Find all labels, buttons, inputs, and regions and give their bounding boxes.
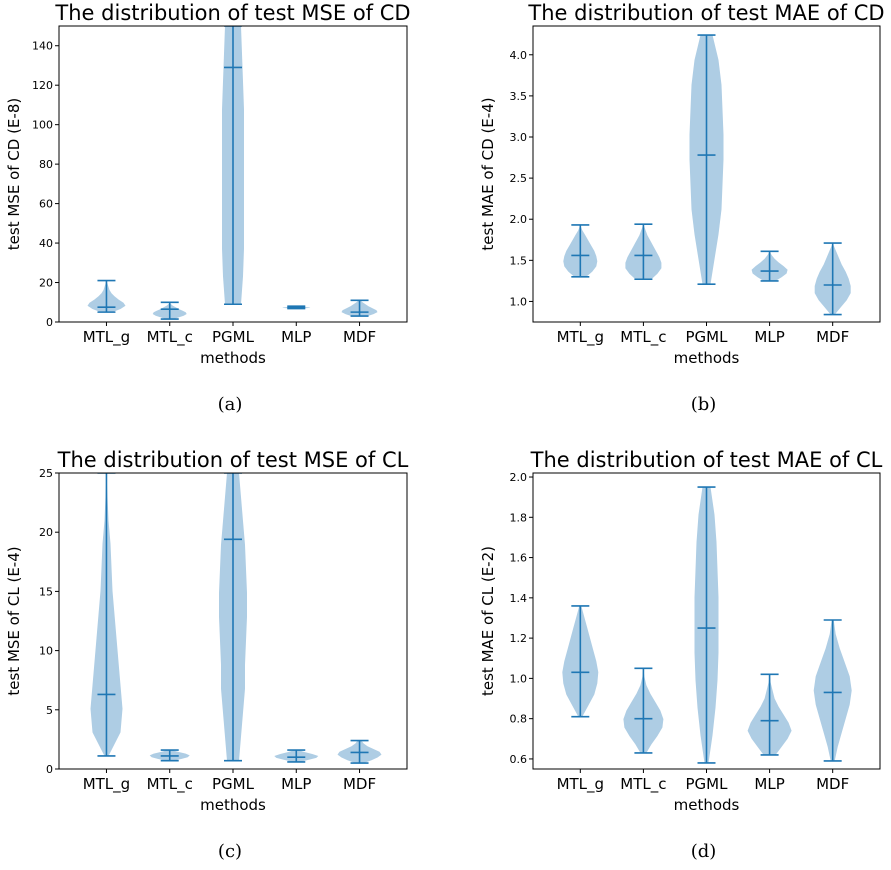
figure-caption: (c) bbox=[218, 841, 242, 862]
y-tick-label: 1.5 bbox=[510, 254, 528, 267]
figure-caption: (d) bbox=[691, 841, 717, 862]
x-tick-label: MTL_g bbox=[557, 328, 604, 347]
y-tick-label: 1.0 bbox=[510, 295, 528, 308]
y-tick-label: 20 bbox=[39, 526, 53, 539]
y-tick-label: 0.6 bbox=[510, 753, 528, 766]
x-tick-label: MLP bbox=[281, 328, 311, 346]
plot-area bbox=[90, 473, 382, 764]
chart-title: The distribution of test MAE of CL bbox=[530, 448, 883, 472]
y-tick-label: 0.8 bbox=[510, 713, 528, 726]
y-tick-label: 1.0 bbox=[510, 672, 528, 685]
y-tick-label: 80 bbox=[39, 158, 53, 171]
chart-panel-2: 1.0 1.5 2.0 2.5 3.0 3.5 4.0 MTL_g MTL_c PGML MLP MD… bbox=[479, 1, 885, 415]
chart-panel-4: 0.6 0.8 1.0 1.2 1.4 1.6 1.8 2.0 MTL_g MTL_c PGML ML… bbox=[479, 448, 883, 862]
y-tick-label: 3.5 bbox=[510, 90, 528, 103]
x-tick-label: MLP bbox=[754, 328, 784, 346]
y-tick-label: 5 bbox=[46, 704, 53, 717]
chart-panel-3: 0 5 10 15 20 25 MTL_g MTL_c PGML MLP MDF The distri… bbox=[5, 448, 409, 862]
x-tick-label: PGML bbox=[686, 328, 729, 346]
y-tick-label: 40 bbox=[39, 237, 53, 250]
plot-area bbox=[563, 34, 851, 316]
y-tick-label: 1.4 bbox=[510, 592, 528, 605]
y-tick-label: 1.2 bbox=[510, 632, 528, 645]
x-tick-label: MDF bbox=[343, 328, 376, 346]
chart-title: The distribution of test MAE of CD bbox=[527, 1, 884, 25]
x-tick-label: MTL_c bbox=[147, 328, 193, 347]
y-axis-label: test MSE of CD (E-8) bbox=[5, 98, 23, 250]
x-tick-label: MTL_c bbox=[620, 328, 666, 347]
y-tick-label: 15 bbox=[39, 585, 53, 598]
chart-title: The distribution of test MSE of CL bbox=[57, 448, 409, 472]
y-tick-label: 25 bbox=[39, 467, 53, 480]
y-axis-label: test MAE of CL (E-2) bbox=[479, 546, 497, 696]
x-tick-label: MDF bbox=[816, 328, 849, 346]
x-tick-label: PGML bbox=[212, 328, 255, 346]
y-axis-label: test MSE of CL (E-4) bbox=[5, 546, 23, 695]
plot-area bbox=[87, 26, 378, 320]
y-axis-label: test MAE of CD (E-4) bbox=[479, 97, 497, 250]
x-axis-label: methods bbox=[200, 796, 266, 814]
y-tick-label: 1.8 bbox=[510, 511, 528, 524]
y-tick-label: 0 bbox=[46, 316, 53, 329]
y-tick-label: 100 bbox=[32, 119, 53, 132]
x-tick-label: MDF bbox=[816, 775, 849, 793]
figure-caption: (a) bbox=[218, 394, 243, 415]
chart-title: The distribution of test MSE of CD bbox=[54, 1, 410, 25]
x-tick-label: PGML bbox=[212, 775, 255, 793]
y-tick-label: 20 bbox=[39, 277, 53, 290]
y-tick-label: 2.0 bbox=[510, 213, 528, 226]
x-axis-label: methods bbox=[674, 796, 740, 814]
figure-caption: (b) bbox=[691, 394, 717, 415]
y-tick-label: 140 bbox=[32, 40, 53, 53]
y-tick-label: 0 bbox=[46, 763, 53, 776]
x-tick-label: MLP bbox=[281, 775, 311, 793]
x-tick-label: PGML bbox=[686, 775, 729, 793]
x-tick-label: MDF bbox=[343, 775, 376, 793]
y-tick-label: 4.0 bbox=[510, 49, 528, 62]
x-tick-label: MTL_g bbox=[83, 328, 130, 347]
x-tick-label: MTL_g bbox=[557, 775, 604, 794]
x-tick-label: MTL_c bbox=[147, 775, 193, 794]
chart-panel-1: 0 20 40 60 80 100 120 140 MTL_g MTL_c PGML MLP MDF Th… bbox=[5, 1, 411, 415]
x-axis-label: methods bbox=[674, 349, 740, 367]
y-tick-label: 120 bbox=[32, 79, 53, 92]
y-tick-label: 60 bbox=[39, 198, 53, 211]
plot-area bbox=[562, 486, 852, 764]
y-tick-label: 2.5 bbox=[510, 172, 528, 185]
x-tick-label: MLP bbox=[754, 775, 784, 793]
y-tick-label: 1.6 bbox=[510, 552, 528, 565]
y-tick-label: 2.0 bbox=[510, 471, 528, 484]
x-tick-label: MTL_g bbox=[83, 775, 130, 794]
x-tick-label: MTL_c bbox=[620, 775, 666, 794]
y-tick-label: 10 bbox=[39, 645, 53, 658]
y-tick-label: 3.0 bbox=[510, 131, 528, 144]
x-axis-label: methods bbox=[200, 349, 266, 367]
